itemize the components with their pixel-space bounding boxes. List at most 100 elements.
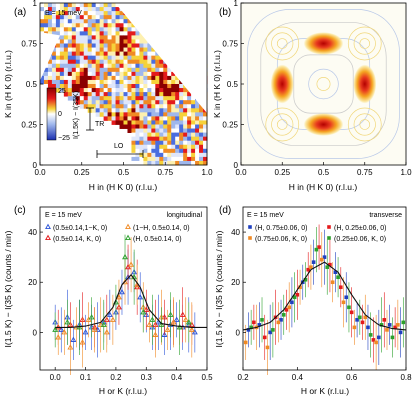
heatmap-cell bbox=[51, 11, 57, 16]
heatmap-cell bbox=[119, 19, 124, 24]
heatmap-cell bbox=[159, 112, 164, 117]
heatmap-cell bbox=[151, 144, 156, 150]
heatmap-cell bbox=[47, 27, 53, 32]
heatmap-cell bbox=[111, 100, 116, 105]
heatmap-cell bbox=[135, 144, 140, 150]
heatmap-cell bbox=[99, 92, 105, 97]
heatmap-cell bbox=[191, 160, 196, 166]
legend-label: (1−H, 0.5±0.14, 0) bbox=[133, 225, 190, 232]
heatmap-cell bbox=[87, 92, 93, 97]
heatmap-cell bbox=[147, 160, 152, 166]
data-point bbox=[279, 318, 283, 322]
heatmap-cell bbox=[59, 7, 65, 12]
heatmap-cell bbox=[143, 140, 148, 146]
heatmap-cell bbox=[191, 140, 196, 146]
heatmap-cell bbox=[79, 55, 85, 61]
heatmap-cell bbox=[199, 108, 204, 113]
heatmap-cell bbox=[163, 148, 168, 154]
heatmap-cell bbox=[155, 136, 160, 142]
heatmap-cell bbox=[147, 140, 152, 146]
heatmap-cell bbox=[171, 148, 176, 154]
heatmap-cell bbox=[147, 148, 152, 154]
heatmap-cell bbox=[139, 35, 144, 40]
heatmap-cell bbox=[191, 96, 196, 101]
heatmap-cell bbox=[103, 47, 108, 52]
data-point bbox=[125, 234, 131, 241]
heatmap-cell bbox=[83, 59, 89, 65]
heatmap-cell bbox=[155, 92, 160, 97]
fit-curve bbox=[55, 273, 207, 328]
heatmap-cell bbox=[71, 11, 77, 16]
heatmap-cell bbox=[103, 116, 108, 121]
heatmap-cell bbox=[175, 79, 180, 85]
heatmap-cell bbox=[99, 79, 105, 85]
legend-label: (0.5±0.14, K, 0) bbox=[53, 236, 101, 243]
heatmap-cell bbox=[47, 7, 53, 12]
y-tick-label: 0.5 bbox=[26, 80, 38, 89]
heatmap-cell bbox=[107, 108, 112, 113]
heatmap-cell bbox=[107, 43, 112, 48]
data-point bbox=[358, 315, 362, 320]
data-point bbox=[322, 255, 327, 259]
heatmap-cell bbox=[155, 128, 160, 133]
data-point bbox=[276, 320, 281, 325]
heatmap-cell bbox=[127, 92, 132, 97]
heatmap-cell bbox=[95, 23, 101, 28]
heatmap-cell bbox=[131, 23, 136, 28]
panel-a-xlabel: H in (H K 0) (r.l.u.) bbox=[89, 182, 158, 192]
heatmap-cell bbox=[131, 112, 136, 117]
heatmap-cell bbox=[159, 96, 164, 101]
heatmap-cell bbox=[155, 112, 160, 117]
heatmap-cell bbox=[55, 67, 61, 73]
heatmap-cell bbox=[135, 112, 140, 117]
data-point bbox=[271, 328, 275, 332]
data-point bbox=[379, 323, 384, 327]
heatmap-cell bbox=[99, 15, 105, 20]
panel-a: (a) E = 15 meV 0.0 0.25 0.5 0.75 1.0 0 0.25 0.5… bbox=[3, 0, 213, 192]
heatmap-cell bbox=[99, 31, 105, 36]
heatmap-cell bbox=[95, 79, 101, 85]
contour-ring bbox=[359, 38, 371, 49]
heatmap-cell bbox=[111, 71, 116, 77]
heatmap-cell bbox=[151, 79, 156, 85]
x-tick-label: 0.0 bbox=[50, 373, 62, 382]
heatmap-cell bbox=[115, 23, 120, 28]
heatmap-cell bbox=[51, 79, 57, 85]
heatmap-cell bbox=[163, 128, 168, 133]
contour-ring bbox=[359, 119, 371, 130]
y-tick-label: 0 bbox=[236, 328, 241, 337]
heatmap-cell bbox=[179, 100, 184, 105]
panel-d-legend: (H, 0.75±0.06, 0) (H, 0.25±0.06, 0) (0.75±… bbox=[248, 225, 386, 243]
heatmap-cell bbox=[155, 156, 160, 162]
heatmap-cell bbox=[75, 39, 81, 44]
heatmap-cell bbox=[163, 100, 168, 105]
heatmap-cell bbox=[143, 104, 148, 109]
heatmap-cell bbox=[191, 100, 196, 105]
heatmap-cell bbox=[83, 88, 89, 93]
heatmap-cell bbox=[119, 15, 124, 20]
heatmap-cell bbox=[91, 67, 97, 73]
heatmap-cell bbox=[135, 108, 140, 113]
x-tick-label: 0.0 bbox=[34, 168, 46, 177]
heatmap-cell bbox=[63, 3, 69, 8]
heatmap-cell bbox=[55, 75, 61, 81]
heatmap-cell bbox=[143, 67, 148, 73]
heatmap-cell bbox=[123, 39, 128, 44]
heatmap-cell bbox=[127, 67, 132, 73]
heatmap-cell bbox=[91, 7, 97, 12]
panel-b-label: (b) bbox=[219, 7, 231, 18]
heatmap-cell bbox=[55, 51, 61, 57]
heatmap-cell bbox=[71, 23, 77, 28]
heatmap-cell bbox=[155, 132, 160, 138]
heatmap-cell bbox=[155, 124, 160, 129]
data-point bbox=[58, 326, 65, 332]
data-point bbox=[330, 280, 335, 285]
heatmap-cell bbox=[59, 88, 65, 93]
heatmap-cell bbox=[199, 156, 204, 162]
heatmap-cell bbox=[51, 7, 57, 12]
heatmap-cell bbox=[143, 120, 148, 125]
heatmap-cell bbox=[127, 108, 132, 113]
legend-label: (0.75±0.06, K, 0) bbox=[255, 236, 307, 243]
heatmap-cell bbox=[75, 15, 81, 20]
heatmap-cell bbox=[147, 120, 152, 125]
